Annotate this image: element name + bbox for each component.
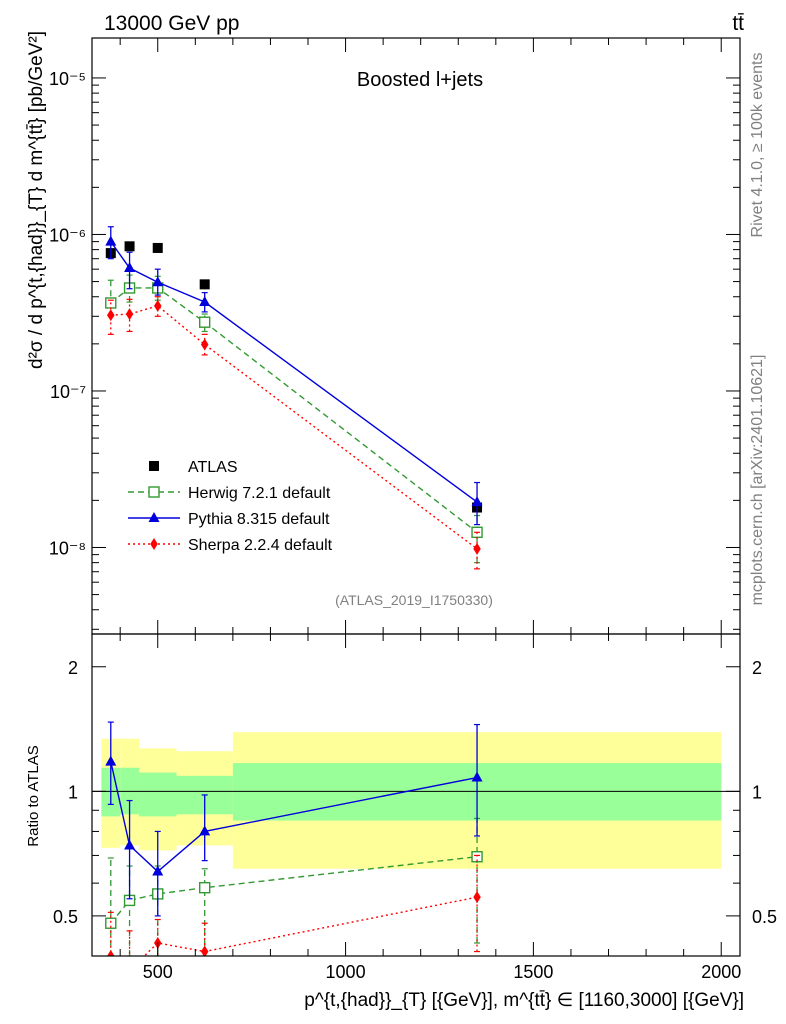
ratio-ytick-label-left: 2 <box>68 658 78 678</box>
legend-marker <box>148 512 160 522</box>
ratio-point <box>471 771 483 782</box>
legend: ATLAS Herwig 7.2.1 default Pythia 8.315 de… <box>128 459 333 554</box>
ratio-ytick-label-left: 1 <box>68 782 78 802</box>
main-ytick-label: 10⁻⁸ <box>49 538 86 558</box>
data-point <box>105 235 117 246</box>
main-plot-panel: 10⁻⁸ 10⁻⁷ 10⁻⁶ 10⁻⁵ Boosted l+jets (ATLAS_2… <box>26 31 741 635</box>
series-sherpa <box>107 296 481 570</box>
ratio-point <box>198 881 211 894</box>
analysis-watermark: (ATLAS_2019_I1750330) <box>335 592 493 608</box>
xtick-label: 500 <box>143 962 173 982</box>
data-point <box>473 542 481 555</box>
data-point <box>152 276 164 287</box>
legend-marker <box>149 461 159 471</box>
ratio-point <box>105 755 117 766</box>
main-ytick-label: 10⁻⁷ <box>50 382 86 402</box>
main-ytick-label: 10⁻⁶ <box>49 225 86 245</box>
legend-label: Pythia 8.315 default <box>188 511 330 528</box>
data-point <box>152 242 163 253</box>
data-point <box>125 308 134 321</box>
xtick-label: 2000 <box>701 962 741 982</box>
rivet-version-label: Rivet 4.1.0, ≥ 100k events <box>749 53 766 238</box>
legend-label: ATLAS <box>188 459 238 476</box>
ratio-point <box>471 851 483 863</box>
ratio-point <box>107 950 115 956</box>
legend-entry: Pythia 8.315 default <box>128 511 330 528</box>
legend-label: Herwig 7.2.1 default <box>188 485 331 502</box>
ratio-point <box>152 865 164 876</box>
main-plot-marks <box>105 226 483 570</box>
ratio-series <box>105 721 483 976</box>
ratio-ytick-label-left: 0.5 <box>53 907 78 927</box>
ratio-ytick-label-right: 2 <box>752 658 762 678</box>
main-ylabel: d²σ / d p^{t,{had}}_{T} d m^{tt̄} [pb/Ge… <box>26 31 47 369</box>
x-axis-label: p^{t,{had}}_{T} [{GeV}], m^{tt̄} ∈ [1160… <box>304 990 744 1011</box>
series-atlas <box>105 241 483 513</box>
plot-title: Boosted l+jets <box>357 69 483 91</box>
data-point <box>471 496 483 507</box>
legend-entry: Sherpa 2.2.4 default <box>128 537 333 554</box>
ratio-point <box>126 964 134 976</box>
ratio-plot-frame <box>91 633 741 957</box>
xtick-label: 1500 <box>513 962 553 982</box>
header-energy-label: 13000 GeV pp <box>104 12 239 35</box>
data-point <box>199 296 211 307</box>
xtick-label: 1000 <box>326 962 366 982</box>
legend-entry: Herwig 7.2.1 default <box>128 485 331 502</box>
ratio-plot-marks <box>92 721 740 976</box>
ratio-series-pythia <box>105 721 483 917</box>
ratio-series-sherpa <box>107 854 481 976</box>
ratio-point <box>124 839 136 850</box>
data-point <box>200 338 209 351</box>
ratio-ylabel: Ratio to ATLAS <box>25 745 42 846</box>
data-point <box>153 299 162 312</box>
series-pythia <box>105 226 483 526</box>
data-point <box>124 262 136 273</box>
ratio-point <box>200 945 209 956</box>
data-point <box>124 241 135 252</box>
ratio-point <box>199 825 211 836</box>
ratio-ytick-label-right: 0.5 <box>752 907 777 927</box>
data-point <box>107 309 115 322</box>
data-point <box>198 316 211 328</box>
ratio-plot-axes: 0.5 0.5 1 1 2 2 500 1000 1500 2000 <box>53 634 777 982</box>
header-process-label: tt̄ <box>732 12 744 35</box>
series-line <box>110 241 478 503</box>
ratio-line <box>110 896 478 956</box>
legend-marker <box>150 538 158 550</box>
ratio-point <box>105 917 117 929</box>
ratio-point <box>473 891 481 904</box>
main-plot-axes: 10⁻⁸ 10⁻⁷ 10⁻⁶ 10⁻⁵ <box>49 38 740 634</box>
main-ylabel-text: d²σ / d p^{t,{had}}_{T} d m^{tt̄} [pb/Ge… <box>26 31 47 369</box>
ratio-plot-panel: 0.5 0.5 1 1 2 2 500 1000 1500 2000 Ratio to ATLAS… <box>25 633 777 1011</box>
mcplots-label: mcplots.cern.ch [arXiv:2401.10621] <box>749 355 766 606</box>
uncertainty-band-stat <box>138 772 177 817</box>
data-point <box>199 279 210 290</box>
ratio-ytick-label-right: 1 <box>752 782 762 802</box>
legend-entry: ATLAS <box>149 459 238 476</box>
legend-label: Sherpa 2.2.4 default <box>188 537 333 554</box>
main-ytick-label: 10⁻⁵ <box>49 69 86 89</box>
legend-marker <box>148 486 160 498</box>
